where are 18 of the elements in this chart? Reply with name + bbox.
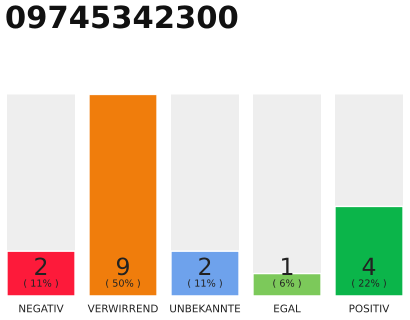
annotation: ( 11% ): [188, 279, 222, 288]
data-label: 1: [282, 258, 292, 275]
annotation: ( 6% ): [273, 279, 301, 288]
x-tick-label: UNBEKANNTE: [170, 304, 240, 312]
bar: [170, 250, 240, 296]
x-tick-label: VERWIRREND: [88, 304, 158, 312]
annotation: ( 11% ): [24, 279, 58, 288]
x-tick-label: NEGATIV: [19, 304, 64, 312]
annotation: ( 50% ): [106, 279, 140, 288]
data-label: 2: [35, 257, 46, 275]
chart-title: 09745342300: [6, 5, 238, 28]
x-tick-label: EGAL: [274, 304, 301, 312]
data-label: 2: [199, 257, 210, 275]
data-label: 9: [116, 257, 129, 276]
bar: [6, 250, 76, 296]
annotation: ( 22% ): [352, 279, 386, 288]
data-label: 4: [362, 258, 376, 275]
x-tick-label: POSITIV: [350, 304, 390, 312]
